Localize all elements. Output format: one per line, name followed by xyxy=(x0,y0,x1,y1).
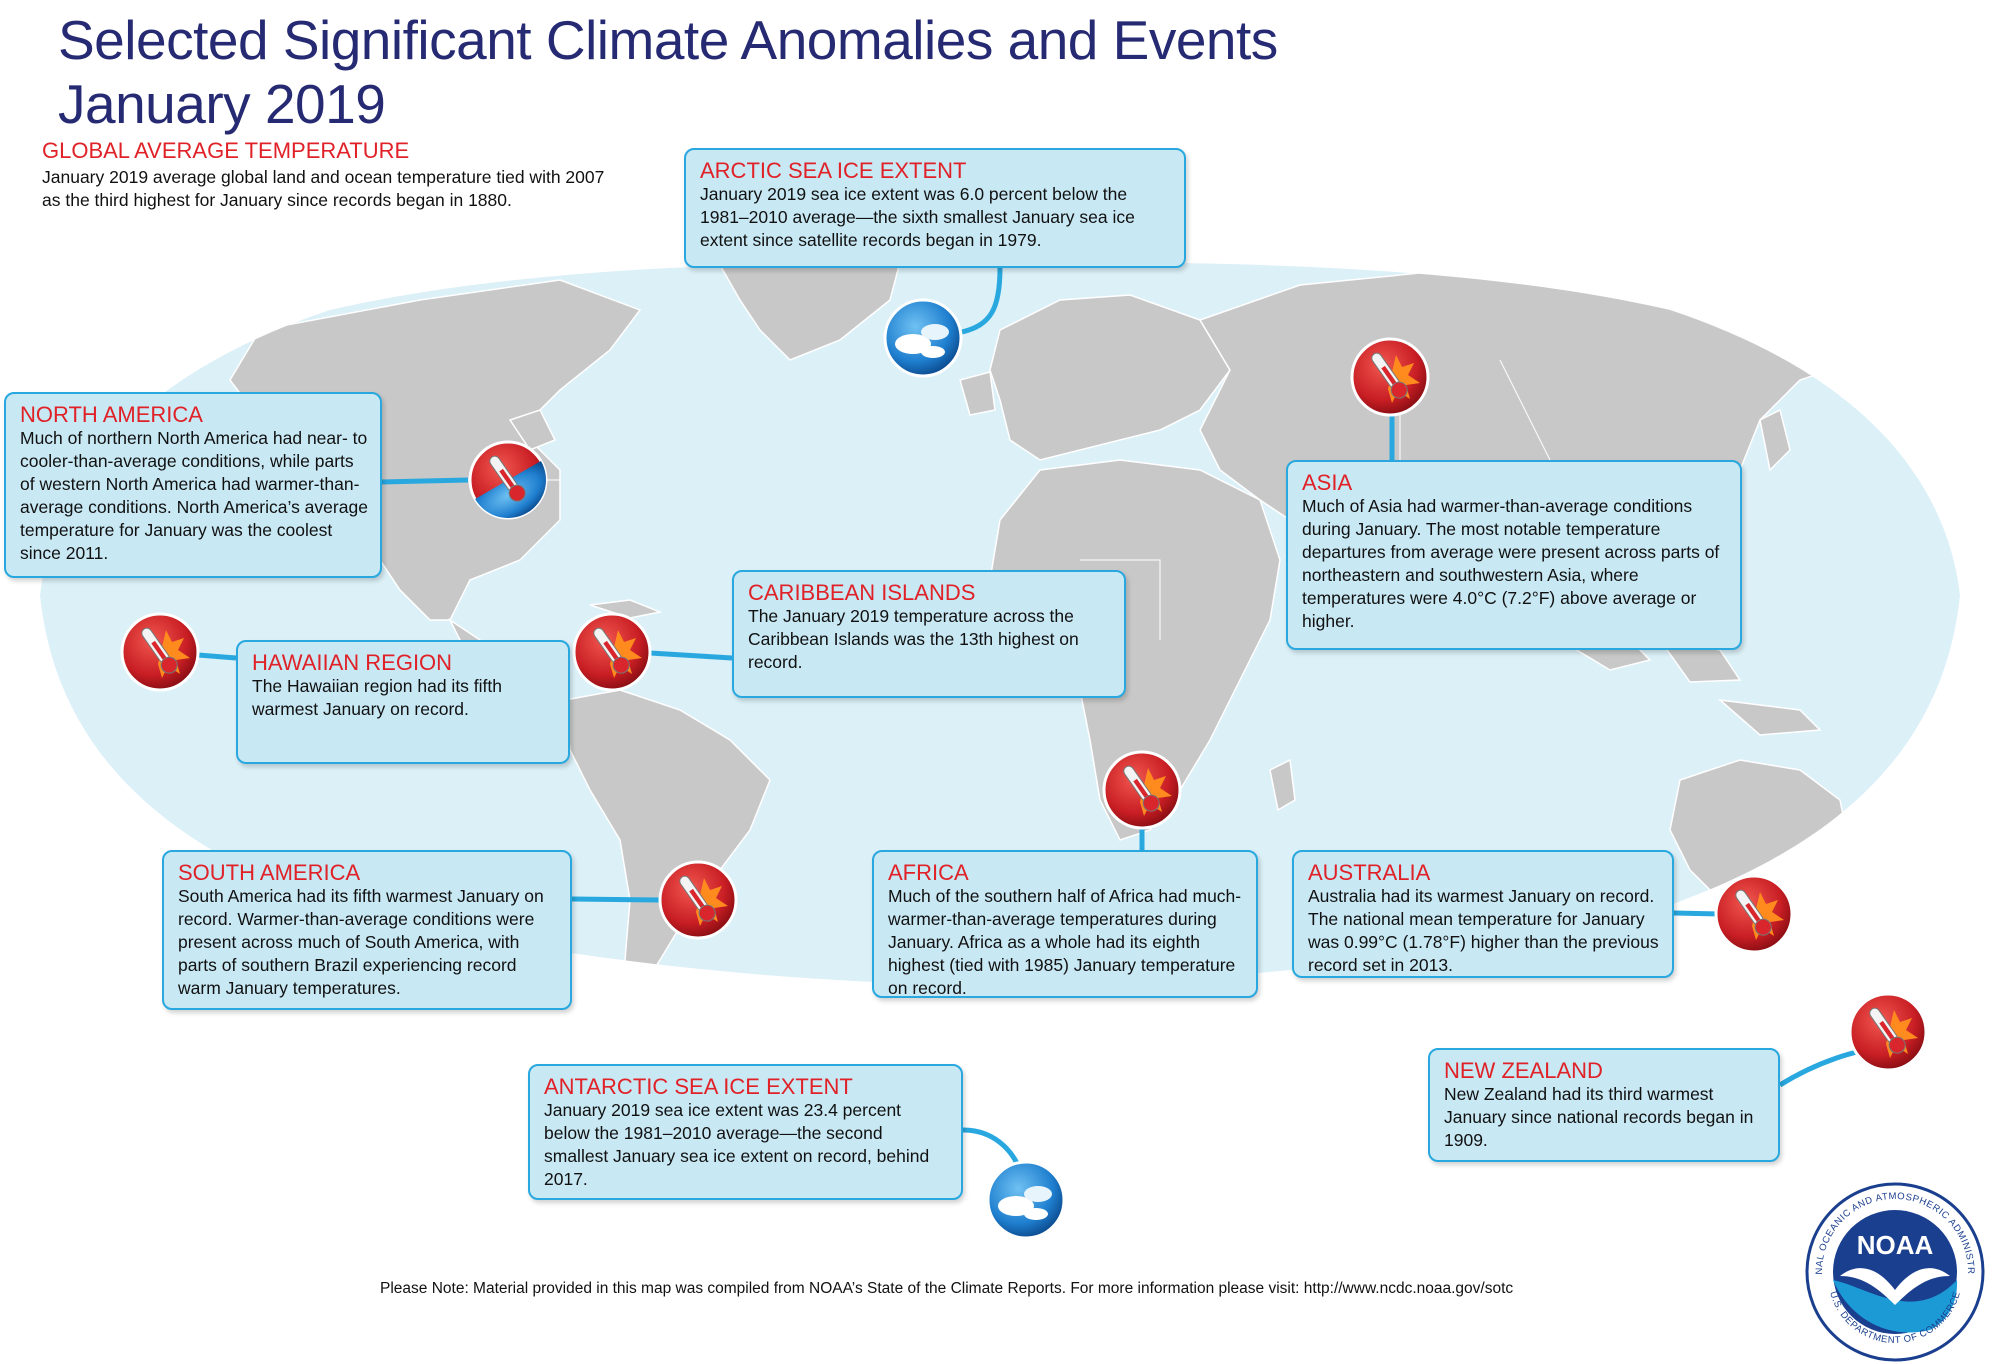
thermometer-warm-icon xyxy=(120,612,200,692)
callout-hawaiian-region: HAWAIIAN REGION The Hawaiian region had … xyxy=(236,640,570,764)
thermometer-warm-icon xyxy=(1848,992,1928,1072)
callout-text: January 2019 sea ice extent was 6.0 perc… xyxy=(700,184,1135,250)
connector-arctic xyxy=(961,267,1003,335)
title-line-2: January 2019 xyxy=(58,73,386,135)
callout-heading: SOUTH AMERICA xyxy=(178,860,361,885)
thermometer-warm-icon xyxy=(658,860,738,940)
noaa-logo: NOAA NATIONAL OCEANIC AND ATMOSPHERIC AD… xyxy=(1800,1180,1985,1362)
callout-africa: AFRICA Much of the southern half of Afri… xyxy=(872,850,1258,998)
thermometer-warm-icon xyxy=(1102,750,1182,830)
noaa-logo-text: NOAA xyxy=(1857,1230,1934,1260)
connector-south-america xyxy=(571,896,661,903)
landmass-south-america xyxy=(564,689,771,985)
page-title: Selected Significant Climate Anomalies a… xyxy=(58,8,1278,136)
callout-arctic-sea-ice: ARCTIC SEA ICE EXTENT January 2019 sea i… xyxy=(684,148,1186,268)
callout-heading: NEW ZEALAND xyxy=(1444,1058,1603,1083)
callout-text: The Hawaiian region had its fifth warmes… xyxy=(252,676,502,719)
global-heading: GLOBAL AVERAGE TEMPERATURE xyxy=(42,138,410,163)
callout-heading: HAWAIIAN REGION xyxy=(252,650,453,675)
callout-heading: AFRICA xyxy=(888,860,969,885)
thermometer-warm-icon xyxy=(1350,337,1430,417)
callout-text: January 2019 sea ice extent was 23.4 per… xyxy=(544,1100,930,1189)
callout-north-america: NORTH AMERICA Much of northern North Ame… xyxy=(4,392,382,578)
callout-text: South America had its fifth warmest Janu… xyxy=(178,886,544,998)
callout-heading: ASIA xyxy=(1302,470,1353,495)
callout-text: Much of Asia had warmer-than-average con… xyxy=(1302,496,1720,631)
callout-text: Much of the southern half of Africa had … xyxy=(888,886,1242,998)
thermometer-warm-icon xyxy=(1714,874,1794,954)
callout-heading: CARIBBEAN ISLANDS xyxy=(748,580,976,605)
title-line-1: Selected Significant Climate Anomalies a… xyxy=(58,9,1278,71)
landmass-greenland xyxy=(718,262,901,361)
callout-australia: AUSTRALIA Australia had its warmest Janu… xyxy=(1292,850,1674,978)
connector-caribbean xyxy=(649,650,733,661)
callout-heading: NORTH AMERICA xyxy=(20,402,203,427)
callout-text: Australia had its warmest January on rec… xyxy=(1308,886,1659,975)
callout-heading: ARCTIC SEA ICE EXTENT xyxy=(700,158,967,183)
callout-text: New Zealand had its third warmest Januar… xyxy=(1444,1084,1754,1150)
global-text: January 2019 average global land and oce… xyxy=(42,167,605,210)
sea-ice-icon xyxy=(986,1160,1066,1240)
callout-heading: ANTARCTIC SEA ICE EXTENT xyxy=(544,1074,853,1099)
global-average-temperature: GLOBAL AVERAGE TEMPERATURE January 2019 … xyxy=(42,138,622,212)
callout-antarctic-sea-ice: ANTARCTIC SEA ICE EXTENT January 2019 se… xyxy=(528,1064,963,1200)
callout-new-zealand: NEW ZEALAND New Zealand had its third wa… xyxy=(1428,1048,1780,1162)
sea-ice-icon xyxy=(883,298,963,378)
landmass-europe xyxy=(989,294,1231,461)
landmass-new-zealand xyxy=(1874,898,1901,952)
connector-hawaii xyxy=(197,652,237,661)
source-note: Please Note: Material provided in this m… xyxy=(380,1280,1514,1297)
thermometer-warm-icon xyxy=(572,612,652,692)
callout-text: Much of northern North America had near-… xyxy=(20,428,368,563)
connector-north-america xyxy=(379,477,469,485)
callout-south-america: SOUTH AMERICA South America had its fift… xyxy=(162,850,572,1010)
thermometer-mixed-icon xyxy=(468,440,548,520)
callout-text: The January 2019 temperature across the … xyxy=(748,606,1079,672)
callout-heading: AUSTRALIA xyxy=(1308,860,1431,885)
connector-australia xyxy=(1673,910,1721,917)
callout-asia: ASIA Much of Asia had warmer-than-averag… xyxy=(1286,460,1742,650)
callout-caribbean-islands: CARIBBEAN ISLANDS The January 2019 tempe… xyxy=(732,570,1126,698)
